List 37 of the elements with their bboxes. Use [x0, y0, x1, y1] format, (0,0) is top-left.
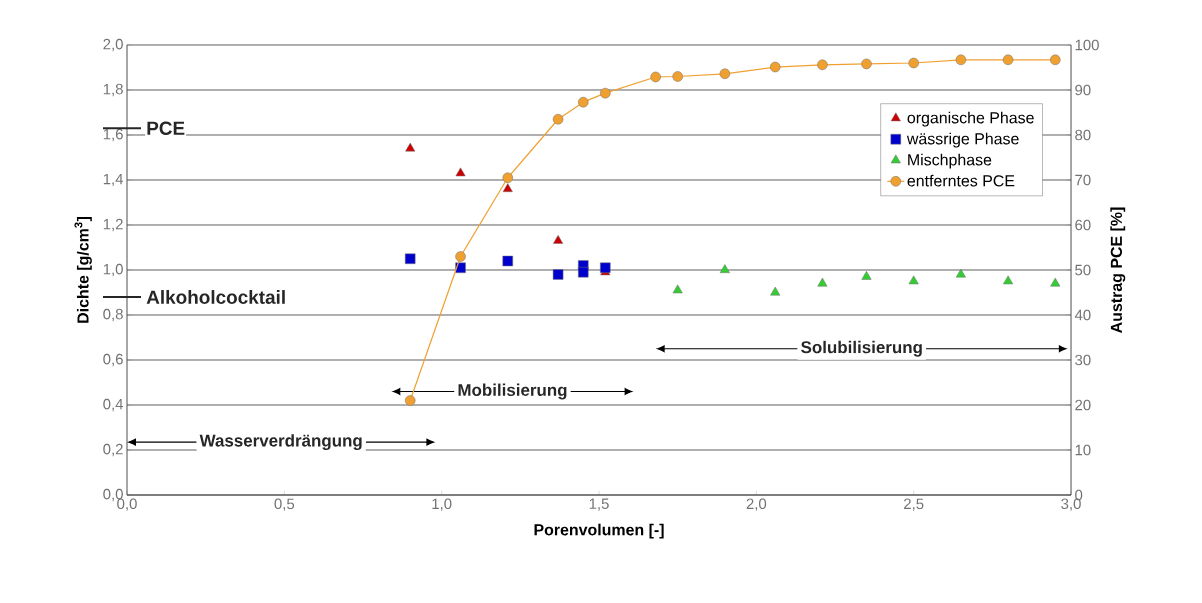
y2-tick-label: 70 [1075, 174, 1091, 186]
y-tick-label: 0,2 [103, 443, 123, 457]
x-tick-label: 1,0 [432, 498, 452, 511]
y-tick-label: 1,0 [103, 263, 123, 277]
y-tick-label: 1,6 [103, 128, 123, 142]
y2-tick-label: 10 [1075, 444, 1091, 456]
annotation: Solubilisierung [801, 340, 922, 357]
y-tick-label: 0,4 [103, 398, 124, 412]
annotation: Mobilisierung [458, 383, 567, 400]
x-tick-label: 2,5 [904, 498, 924, 511]
legend-label: organische Phase [907, 111, 1034, 127]
y-axis-title: Dichte [g/cm$^{3}$] [74, 217, 92, 323]
y-tick-label: 2,0 [103, 38, 123, 52]
y-tick-label: 1,2 [103, 218, 123, 232]
annotation: Wasserverdrängung [199, 434, 362, 451]
legend-label: entferntes PCE [907, 174, 1015, 187]
legend-label: Mischphase [908, 153, 992, 169]
y2-axis-title: Austrag PCE [%] [1110, 207, 1126, 333]
y2-tick-label: 100 [1075, 39, 1099, 51]
y2-tick-label: 40 [1074, 309, 1091, 321]
legend-label: wässrige Phase [906, 132, 1019, 148]
y2-tick-label: 50 [1075, 264, 1091, 276]
y2-tick-label: 80 [1075, 129, 1091, 141]
x-tick-label: 0,5 [274, 498, 295, 511]
y-tick-label: 1,8 [103, 83, 123, 97]
y-tick-label: 1,4 [103, 173, 124, 187]
ref-line-label: Alkoholcocktail [146, 290, 285, 304]
y2-tick-label: 60 [1075, 219, 1091, 231]
y2-tick-label: 20 [1075, 399, 1091, 411]
ref-line-label: PCE [147, 121, 185, 135]
y-tick-label: 0,8 [103, 308, 123, 322]
x-tick-label: 1,5 [589, 498, 609, 511]
y-tick-label: 0,6 [103, 353, 123, 367]
x-axis-title: Porenvolumen [-] [534, 523, 664, 539]
y2-tick-label: 30 [1075, 354, 1091, 366]
x-tick-label: 2,0 [746, 498, 767, 511]
y2-tick-label: 90 [1075, 84, 1091, 96]
